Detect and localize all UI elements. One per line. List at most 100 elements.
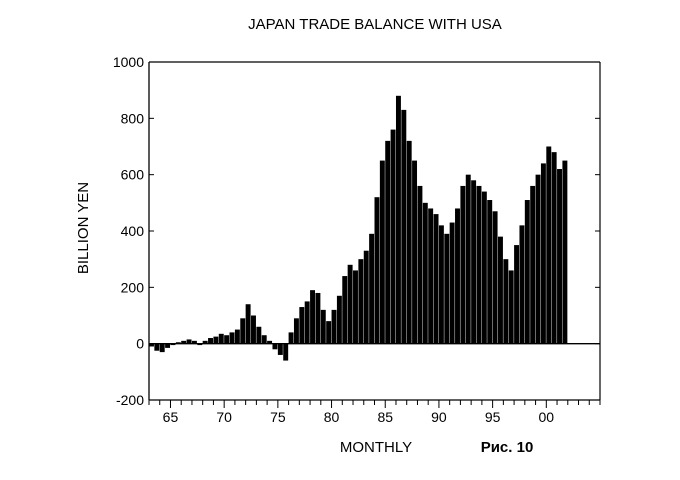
bar xyxy=(213,336,219,344)
x-tick-label: 90 xyxy=(431,409,447,425)
bar xyxy=(406,140,412,344)
x-tick-label: 75 xyxy=(270,409,286,425)
bar xyxy=(503,259,509,344)
bar xyxy=(240,318,246,344)
bar xyxy=(347,264,353,344)
bar xyxy=(514,245,520,344)
bar xyxy=(186,339,192,344)
bar xyxy=(433,214,439,344)
bar xyxy=(251,315,256,344)
bar xyxy=(191,340,197,344)
bar xyxy=(519,225,525,344)
bar xyxy=(154,343,160,351)
chart-title: JAPAN TRADE BALANCE WITH USA xyxy=(248,16,502,33)
y-tick-label: -200 xyxy=(116,392,144,408)
y-tick-label: 400 xyxy=(121,223,145,239)
bar xyxy=(551,152,557,344)
bar xyxy=(277,343,283,355)
bar xyxy=(234,329,240,344)
bar xyxy=(326,321,332,344)
y-tick-label: 1000 xyxy=(113,54,144,70)
bar xyxy=(320,309,326,344)
bar xyxy=(438,225,444,344)
x-tick-label: 00 xyxy=(539,409,555,425)
y-tick-label: 200 xyxy=(121,279,145,295)
bar xyxy=(165,343,171,348)
bar xyxy=(202,340,208,344)
bar xyxy=(557,169,562,344)
bar xyxy=(562,160,568,344)
bar xyxy=(267,340,273,344)
x-tick-label: 85 xyxy=(377,409,393,425)
bar xyxy=(401,109,407,344)
bar xyxy=(476,185,482,344)
bar xyxy=(299,307,305,344)
y-tick-label: 800 xyxy=(121,110,145,126)
axes-layer: -200 0 200 400 600 800 1000 65 70 75 80 85 90 95 00 xyxy=(113,54,601,425)
x-tick-label: 70 xyxy=(216,409,232,425)
bar xyxy=(369,233,375,344)
bar xyxy=(208,338,213,344)
bar xyxy=(283,343,289,361)
bar xyxy=(524,200,530,344)
bar xyxy=(331,309,337,344)
bar xyxy=(315,292,321,344)
bar xyxy=(293,318,299,344)
bar xyxy=(455,208,460,344)
bar xyxy=(460,185,466,344)
y-axis-label: BILLION YEN xyxy=(75,182,92,274)
bar xyxy=(175,342,181,344)
bar xyxy=(342,276,348,344)
bar xyxy=(540,163,546,344)
bar xyxy=(546,146,552,344)
figure-label: Рис. 10 xyxy=(481,439,534,456)
bar xyxy=(422,202,428,344)
bar xyxy=(149,343,154,347)
bar xyxy=(535,174,541,344)
bar xyxy=(224,335,230,344)
y-tick-label: 600 xyxy=(121,167,145,183)
bar xyxy=(444,233,450,344)
bar xyxy=(261,335,267,344)
bar xyxy=(170,343,176,346)
bars-layer xyxy=(149,95,568,361)
bar xyxy=(508,270,514,344)
bar xyxy=(428,208,434,344)
y-tick-label: 0 xyxy=(136,336,144,352)
bar xyxy=(358,259,364,344)
bar xyxy=(530,185,536,344)
bar xyxy=(272,343,278,350)
bar xyxy=(245,304,251,344)
bar xyxy=(197,343,203,346)
bar xyxy=(363,250,369,344)
bar xyxy=(449,222,455,344)
bar xyxy=(159,343,165,353)
bar xyxy=(374,197,380,344)
bar xyxy=(336,295,342,344)
x-tick-label: 95 xyxy=(485,409,501,425)
bar xyxy=(379,160,385,344)
bar xyxy=(471,180,477,344)
x-tick-label: 80 xyxy=(324,409,340,425)
x-axis-label: MONTHLY xyxy=(340,439,412,456)
bar xyxy=(465,174,471,344)
bar xyxy=(385,140,391,344)
bar xyxy=(256,326,262,344)
bar xyxy=(412,160,418,344)
bar xyxy=(390,129,396,344)
bar xyxy=(181,340,187,344)
bar xyxy=(288,332,294,344)
bar xyxy=(487,200,493,344)
bar xyxy=(229,332,235,344)
x-tick-label: 65 xyxy=(163,409,179,425)
bar xyxy=(497,236,503,344)
bar xyxy=(395,95,401,344)
bar xyxy=(218,333,224,344)
bar xyxy=(481,191,487,344)
bar xyxy=(353,270,358,344)
bar xyxy=(310,290,316,344)
bar xyxy=(492,211,498,344)
bar xyxy=(304,301,310,344)
